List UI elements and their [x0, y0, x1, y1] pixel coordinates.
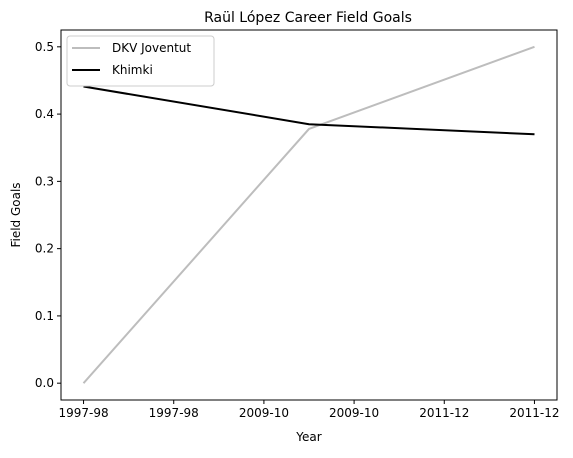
- x-tick-label: 1997-98: [58, 406, 108, 420]
- legend: DKV Joventut Khimki: [66, 35, 215, 87]
- y-axis: 0.0 0.1 0.2 0.3 0.4 0.5: [35, 40, 61, 390]
- x-tick-label: 2009-10: [239, 406, 289, 420]
- y-tick-label: 0.3: [35, 174, 54, 188]
- x-tick-label: 1997-98: [149, 406, 199, 420]
- y-tick-label: 0.0: [35, 376, 54, 390]
- x-axis-label: Year: [295, 430, 321, 444]
- series-lines: [82, 45, 535, 384]
- legend-label-dkv-joventut: DKV Joventut: [112, 41, 191, 55]
- x-axis: 1997-98 1997-98 2009-10 2009-10 2011-12 2011-…: [58, 400, 560, 420]
- y-tick-label: 0.2: [35, 242, 54, 256]
- x-tick-label: 2011-12: [419, 406, 469, 420]
- x-tick-label: 2011-12: [509, 406, 559, 420]
- series-line-khimki: [83, 85, 535, 136]
- y-tick-label: 0.4: [35, 107, 54, 121]
- legend-box: [66, 35, 215, 87]
- y-axis-label: Field Goals: [9, 182, 23, 247]
- series-line-dkv-joventut: [82, 45, 535, 384]
- plot-area: [60, 29, 558, 401]
- chart-title: Raül López Career Field Goals: [204, 10, 412, 26]
- x-tick-label: 2009-10: [329, 406, 379, 420]
- y-tick-label: 0.5: [35, 40, 54, 54]
- y-tick-label: 0.1: [35, 309, 54, 323]
- legend-label-khimki: Khimki: [112, 63, 153, 77]
